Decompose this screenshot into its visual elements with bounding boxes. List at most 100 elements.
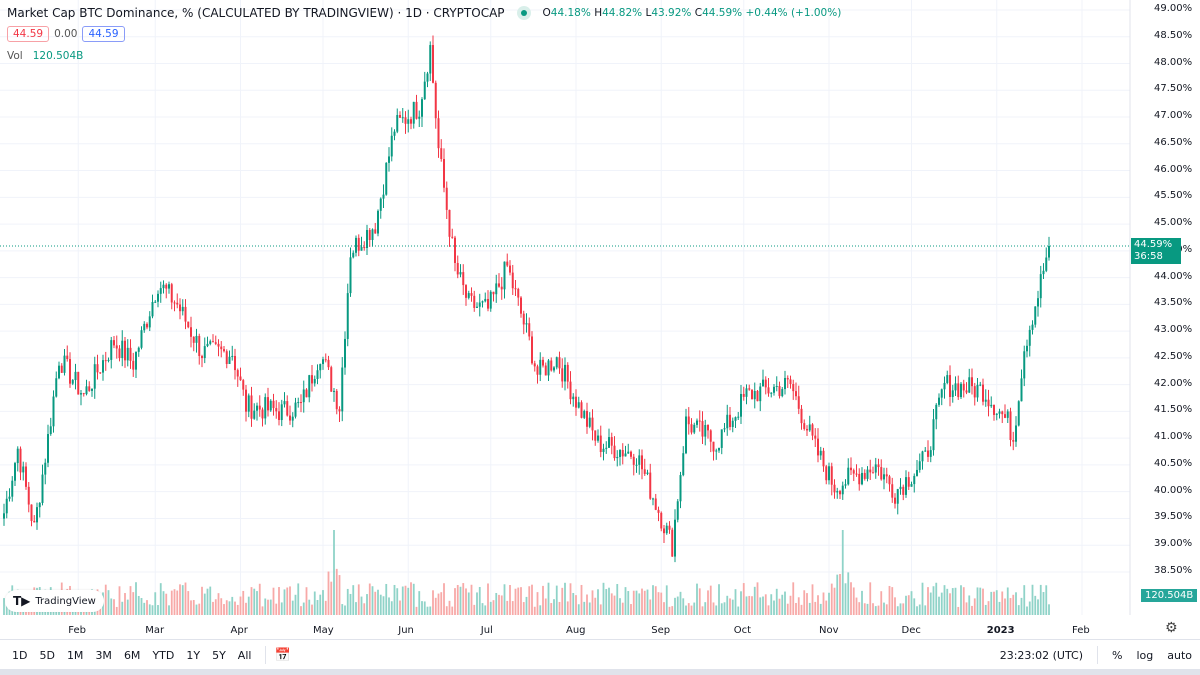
volume-bar	[858, 602, 861, 615]
auto-toggle[interactable]: auto	[1167, 648, 1192, 662]
volume-bar	[888, 585, 891, 615]
candle-body	[289, 415, 291, 421]
candle-body	[520, 297, 522, 314]
date-range-icon[interactable]: 📅	[274, 647, 291, 663]
candle-body	[275, 408, 278, 412]
timeframe-5y[interactable]: 5Y	[212, 648, 226, 662]
candle-body	[102, 360, 104, 373]
candle-body	[841, 485, 844, 495]
volume-bar	[784, 591, 786, 615]
timeframe-3m[interactable]: 3M	[95, 648, 112, 662]
volume-bar	[234, 601, 236, 615]
volume-bar	[256, 591, 258, 615]
volume-bar	[280, 602, 283, 615]
volume-bar	[764, 594, 767, 615]
candle-body	[77, 371, 80, 395]
candle-body	[657, 509, 660, 513]
clock-time[interactable]: 23:23:02 (UTC)	[999, 648, 1083, 662]
candle-body	[569, 381, 572, 400]
candle-body	[291, 416, 294, 421]
candle-body	[278, 411, 280, 421]
volume-bar	[971, 605, 973, 615]
candle-body	[198, 335, 201, 357]
volume-bar	[649, 599, 652, 615]
candle-body	[382, 194, 385, 199]
volume-bar	[718, 584, 720, 615]
candle-body	[132, 360, 135, 370]
volume-bar	[778, 598, 781, 615]
candle-body	[836, 491, 839, 493]
volume-bar	[869, 582, 872, 615]
candle-body	[616, 456, 619, 459]
tradingview-logo[interactable]: T▶ TradingView	[5, 590, 104, 612]
volume-bar	[113, 599, 115, 615]
volume-bar	[885, 604, 888, 615]
volume-bar	[894, 597, 896, 615]
volume-bar	[561, 587, 564, 615]
candle-body	[165, 284, 168, 289]
candle-body	[418, 116, 421, 119]
candle-body	[558, 357, 561, 369]
candle-body	[49, 426, 52, 435]
candle-body	[610, 437, 613, 446]
candle-body	[135, 351, 137, 370]
volume-bar	[242, 590, 245, 615]
volume-bar	[322, 590, 324, 615]
timeframe-1m[interactable]: 1M	[66, 648, 84, 662]
volume-bar	[861, 590, 863, 615]
candle-body	[547, 360, 550, 376]
candle-body	[399, 115, 401, 118]
candle-body	[509, 265, 511, 273]
buy-button[interactable]: 44.59	[82, 26, 125, 42]
candle-body	[778, 385, 781, 397]
divider	[265, 646, 267, 664]
volume-bar	[844, 583, 847, 615]
candle-body	[173, 302, 176, 304]
timeframe-1y[interactable]: 1Y	[186, 648, 201, 662]
settings-gear-icon[interactable]: ⚙	[1165, 620, 1178, 636]
volume-bar	[352, 585, 355, 615]
volume-bar	[630, 604, 632, 615]
candle-body	[346, 293, 349, 339]
volume-bar	[709, 585, 712, 615]
price-chart[interactable]	[0, 0, 1200, 615]
volume-bar	[619, 598, 621, 615]
timeframe-ytd[interactable]: YTD	[152, 648, 175, 662]
volume-bar	[951, 588, 954, 615]
log-toggle[interactable]: log	[1136, 648, 1154, 662]
candle-body	[473, 295, 476, 308]
sell-button[interactable]: 44.59	[7, 26, 50, 42]
spread-value: 0.00	[54, 28, 78, 40]
timeframe-1d[interactable]: 1D	[12, 648, 28, 662]
time-tick: Aug	[566, 625, 586, 636]
symbol-title[interactable]: Market Cap BTC Dominance, % (CALCULATED …	[7, 6, 505, 20]
volume-bar	[654, 586, 657, 615]
candle-body	[1048, 246, 1050, 258]
candle-body	[297, 402, 300, 404]
volume-bar	[907, 595, 910, 615]
timeframe-5d[interactable]: 5D	[39, 648, 55, 662]
timeframe-6m[interactable]: 6M	[123, 648, 141, 662]
time-tick: Oct	[733, 625, 752, 636]
candle-body	[709, 430, 712, 442]
timeframe-all[interactable]: All	[237, 648, 252, 662]
volume-bar	[979, 587, 982, 615]
time-tick: Jun	[398, 625, 414, 636]
volume-bar	[291, 600, 294, 615]
volume-bar	[665, 585, 668, 615]
candle-body	[707, 424, 709, 431]
candle-body	[168, 284, 170, 289]
candle-body	[951, 390, 954, 397]
time-tick: Dec	[901, 625, 921, 636]
percent-toggle[interactable]: %	[1112, 648, 1123, 662]
trade-pills: 44.59 0.00 44.59	[7, 26, 125, 42]
candle-body	[126, 347, 129, 361]
volume-bar	[830, 583, 833, 615]
price-tick: 41.50%	[1154, 404, 1193, 416]
volume-bar	[473, 604, 476, 615]
candle-body	[652, 498, 654, 500]
time-axis[interactable]: Feb Mar Apr May Jun Jul Aug Sep Oct Nov Dec 2023 Feb	[0, 615, 1200, 640]
volume-bar	[289, 586, 291, 615]
volume-bar	[850, 582, 852, 615]
candle-body	[995, 413, 998, 415]
